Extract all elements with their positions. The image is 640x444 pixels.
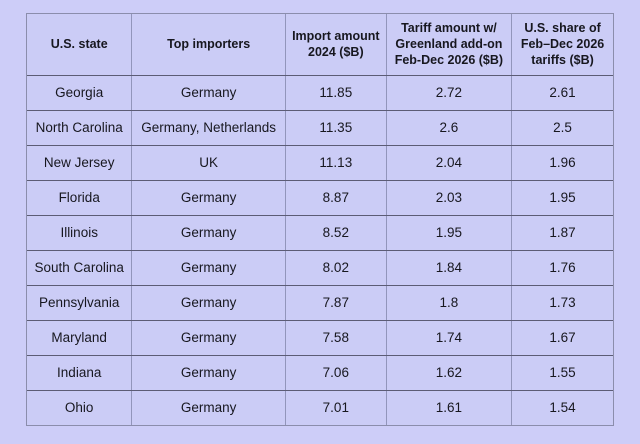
cell-us-share: 1.73 <box>511 285 613 321</box>
cell-tariff-amount: 2.6 <box>386 110 513 146</box>
cell-state: South Carolina <box>27 250 133 286</box>
cell-tariff-amount: 1.74 <box>386 320 513 356</box>
table-row: South Carolina Germany 8.02 1.84 1.76 <box>27 250 613 286</box>
table-row: New Jersey UK 11.13 2.04 1.96 <box>27 145 613 181</box>
col-header-us-share: U.S. share of Feb–Dec 2026 tariffs ($B) <box>511 14 613 76</box>
cell-importers: Germany <box>131 180 286 216</box>
cell-import-amount: 7.01 <box>285 390 387 425</box>
cell-state: Illinois <box>27 215 133 251</box>
table-row: Florida Germany 8.87 2.03 1.95 <box>27 180 613 216</box>
cell-state: North Carolina <box>27 110 133 146</box>
cell-import-amount: 11.35 <box>285 110 387 146</box>
cell-importers: Germany <box>131 355 286 391</box>
cell-us-share: 1.96 <box>511 145 613 181</box>
cell-importers: Germany, Netherlands <box>131 110 286 146</box>
cell-tariff-amount: 1.95 <box>386 215 513 251</box>
cell-us-share: 1.95 <box>511 180 613 216</box>
table-row: Georgia Germany 11.85 2.72 2.61 <box>27 75 613 111</box>
cell-import-amount: 8.52 <box>285 215 387 251</box>
cell-importers: Germany <box>131 285 286 321</box>
cell-state: New Jersey <box>27 145 133 181</box>
cell-us-share: 1.87 <box>511 215 613 251</box>
cell-us-share: 1.67 <box>511 320 613 356</box>
cell-import-amount: 7.58 <box>285 320 387 356</box>
cell-import-amount: 8.02 <box>285 250 387 286</box>
cell-tariff-amount: 1.62 <box>386 355 513 391</box>
cell-importers: UK <box>131 145 286 181</box>
cell-tariff-amount: 1.84 <box>386 250 513 286</box>
cell-us-share: 2.5 <box>511 110 613 146</box>
state-tariffs-table: U.S. state Top importers Import amount 2… <box>27 14 613 425</box>
cell-importers: Germany <box>131 250 286 286</box>
cell-state: Georgia <box>27 75 133 111</box>
cell-tariff-amount: 2.72 <box>386 75 513 111</box>
cell-state: Florida <box>27 180 133 216</box>
cell-import-amount: 11.85 <box>285 75 387 111</box>
cell-tariff-amount: 1.8 <box>386 285 513 321</box>
cell-us-share: 1.76 <box>511 250 613 286</box>
state-tariffs-table-wrapper: U.S. state Top importers Import amount 2… <box>26 13 614 426</box>
table-row: Pennsylvania Germany 7.87 1.8 1.73 <box>27 285 613 321</box>
cell-state: Maryland <box>27 320 133 356</box>
cell-importers: Germany <box>131 75 286 111</box>
col-header-tariff-amount: Tariff amount w/ Greenland add-on Feb-De… <box>386 14 513 76</box>
cell-state: Pennsylvania <box>27 285 133 321</box>
cell-us-share: 1.54 <box>549 400 576 416</box>
cell-tariff-amount: 2.04 <box>386 145 513 181</box>
cell-importers: Germany <box>131 320 286 356</box>
header-row: U.S. state Top importers Import amount 2… <box>27 14 613 76</box>
col-header-us-state: U.S. state <box>27 14 133 76</box>
cell-import-amount: 11.13 <box>285 145 387 181</box>
col-header-top-importers: Top importers <box>131 14 286 76</box>
cell-import-amount: 7.87 <box>285 285 387 321</box>
cell-importers: Germany <box>131 215 286 251</box>
cell-us-share: 1.55 <box>511 355 613 391</box>
cell-us-share: 2.61 <box>511 75 613 111</box>
table-row: Maryland Germany 7.58 1.74 1.67 <box>27 320 613 356</box>
table-row: North Carolina Germany, Netherlands 11.3… <box>27 110 613 146</box>
cell-state: Ohio <box>27 390 133 425</box>
cell-tariff-amount: 2.03 <box>386 180 513 216</box>
cell-import-amount: 8.87 <box>285 180 387 216</box>
table-row: Indiana Germany 7.06 1.62 1.55 <box>27 355 613 391</box>
cell-import-amount: 7.06 <box>285 355 387 391</box>
cell-tariff-amount: 1.61 <box>386 390 513 425</box>
cell-state: Indiana <box>27 355 133 391</box>
cell-importers: Germany <box>131 390 286 425</box>
table-row: Illinois Germany 8.52 1.95 1.87 <box>27 215 613 251</box>
table-row: Ohio Germany 7.01 1.61 1.54 <box>27 390 613 425</box>
col-header-import-amount: Import amount 2024 ($B) <box>285 14 387 76</box>
